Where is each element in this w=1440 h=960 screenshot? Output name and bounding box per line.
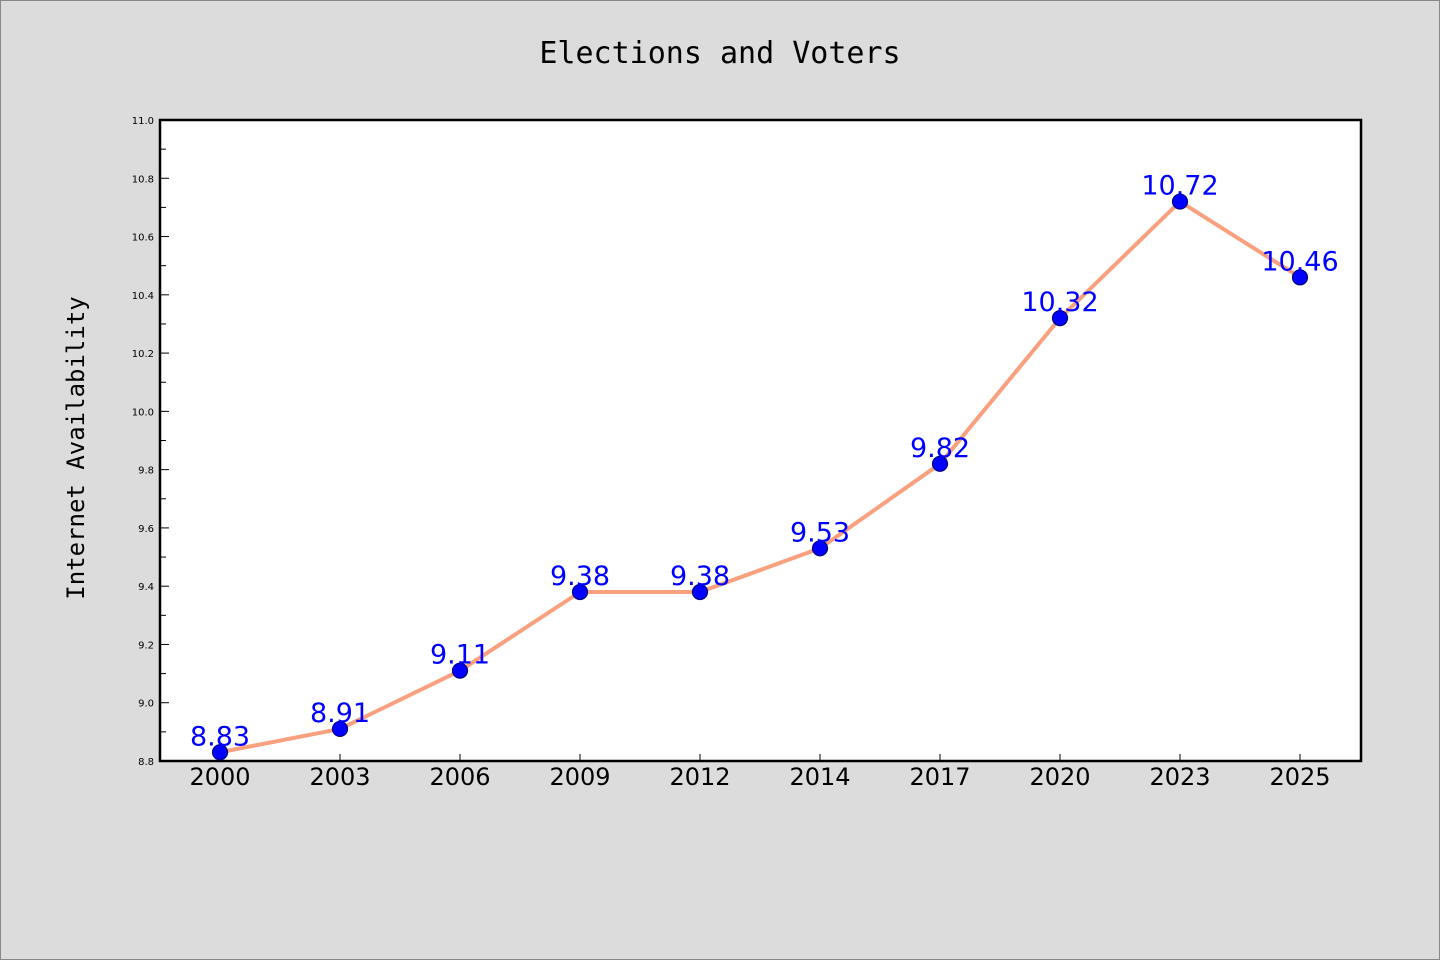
data-label: 8.83 (190, 721, 250, 752)
x-tick-label: 2003 (309, 763, 370, 791)
y-tick-label: 9.4 (138, 582, 154, 593)
y-axis: 8.8 9.0 9.2 9.4 9.6 9.8 10.0 10.2 10.4 10.6 10.8 11… (132, 116, 169, 768)
x-tick-label: 2006 (429, 763, 490, 791)
chart-title: Elections and Voters (539, 36, 900, 71)
data-point (1291, 269, 1309, 286)
x-tick-label: 2012 (669, 763, 730, 791)
series-line (218, 199, 1302, 755)
data-point (1171, 193, 1189, 210)
data-label: 9.82 (910, 433, 970, 464)
data-label: 9.53 (790, 517, 850, 548)
data-point (691, 583, 709, 601)
x-tick-label: 2025 (1269, 763, 1330, 791)
x-tick-label: 2009 (549, 763, 610, 791)
x-tick-label: 2000 (189, 763, 250, 791)
x-tick-label: 2017 (909, 763, 970, 791)
y-tick-label: 9.6 (138, 524, 154, 535)
series-layer: 8.83 8.91 9.11 9.38 9.38 9.53 9.82 10.32 10.72 10… (190, 171, 1339, 761)
data-point (571, 583, 589, 601)
y-tick-label: 10.6 (132, 233, 154, 244)
y-axis-label: Internet Availability (62, 296, 90, 599)
plot-area (158, 118, 1363, 763)
y-tick-label: 9.0 (138, 699, 154, 710)
y-tick-label: 8.8 (138, 757, 154, 768)
data-point (211, 744, 229, 761)
y-tick-label: 9.2 (138, 640, 154, 651)
data-label: 9.38 (670, 561, 730, 592)
data-point (331, 720, 349, 738)
data-label: 10.72 (1141, 171, 1218, 202)
y-tick-label: 10.8 (132, 174, 154, 185)
data-label: 10.46 (1261, 246, 1338, 277)
y-tick-label: 10.0 (132, 407, 154, 418)
x-tick-label: 2014 (789, 763, 850, 791)
x-axis: 2000 2003 2006 2009 2012 2014 2017 2020 2023 2025 (189, 754, 1331, 791)
data-point (1051, 310, 1069, 327)
data-point (811, 540, 829, 557)
x-tick-label: 2020 (1029, 763, 1090, 791)
data-label: 10.32 (1021, 287, 1098, 318)
data-label: 9.38 (550, 561, 610, 592)
data-point (931, 455, 949, 472)
x-tick-label: 2023 (1149, 763, 1210, 791)
y-tick-label: 11.0 (132, 116, 154, 127)
data-label: 8.91 (310, 698, 370, 729)
data-point (451, 662, 469, 679)
data-label: 9.11 (430, 640, 490, 671)
y-tick-label: 10.4 (132, 291, 154, 302)
y-tick-label: 10.2 (132, 349, 154, 360)
y-tick-label: 9.8 (138, 466, 154, 477)
